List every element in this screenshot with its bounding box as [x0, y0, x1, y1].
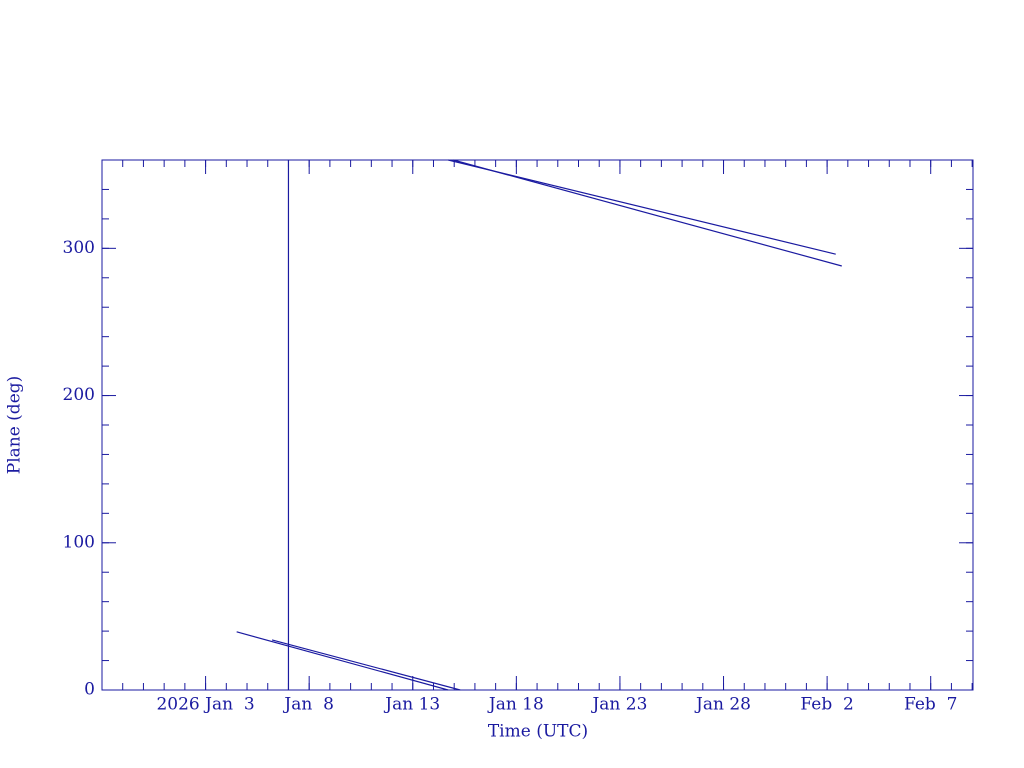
y-axis-label: Plane (deg) — [5, 376, 25, 475]
x-tick-label: Jan 23 — [590, 695, 647, 715]
y-tick-label: 200 — [63, 385, 95, 405]
x-tick-label: Feb 7 — [904, 695, 957, 715]
plot-frame — [101, 159, 974, 691]
y-tick-label: 0 — [84, 680, 95, 700]
data-line — [271, 159, 842, 691]
y-tick-label: 100 — [63, 532, 95, 552]
x-tick-label: Feb 2 — [800, 695, 853, 715]
x-axis-label: Time (UTC) — [488, 722, 588, 742]
x-tick-label: Jan 8 — [282, 695, 334, 715]
x-tick-label: Jan 28 — [694, 695, 751, 715]
y-tick-label: 300 — [63, 238, 95, 258]
x-tick-label: 2026 Jan 3 — [156, 695, 254, 715]
x-tick-label: Jan 18 — [487, 695, 544, 715]
x-tick-label: Jan 13 — [383, 695, 440, 715]
